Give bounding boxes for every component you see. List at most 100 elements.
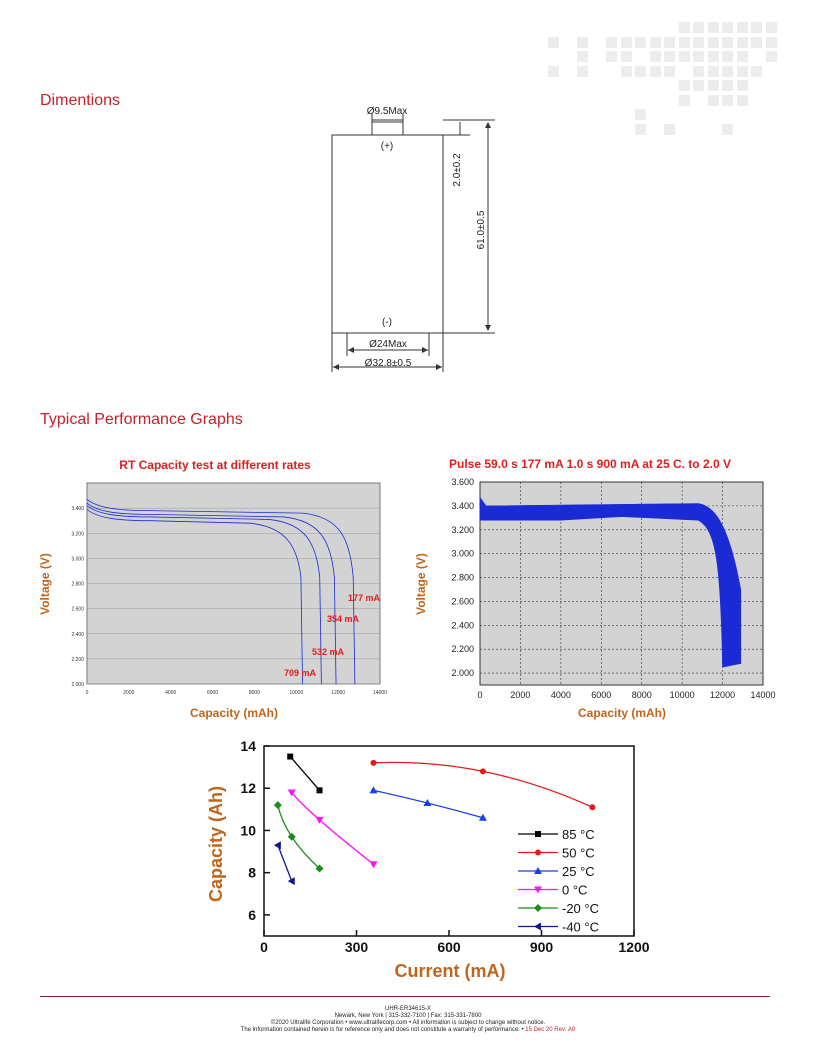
chart1-series-line (86, 502, 337, 685)
bottom-diameter-label: Ø24Max (369, 339, 407, 350)
battery-dimension-drawing: Ø9.5Max (+) (-) 2.0±0.2 61.0±0.5 Ø24Max … (331, 106, 495, 372)
chart2-y-tick: 2.400 (451, 620, 474, 630)
deco-block (722, 22, 733, 33)
deco-block (722, 123, 733, 135)
capacity-vs-current-chart: 6 8 10 12 14 0 300 600 900 1200 85 °C 50 °C 25 °C 0 °… (206, 738, 650, 981)
deco-block (765, 36, 777, 48)
chart1-y-tick: 2.400 (71, 632, 84, 638)
chart3-point (273, 841, 281, 850)
deco-block (693, 51, 704, 62)
deco-block (548, 36, 559, 48)
deco-block (548, 65, 559, 77)
chart2-y-tick: 3.200 (451, 525, 474, 535)
deco-block (635, 109, 646, 120)
deco-block (751, 22, 762, 33)
chart3-x-label: Current (mA) (395, 961, 506, 981)
chart1-annotation: 532 mA (312, 647, 345, 657)
chart2-y-tick: 3.000 (451, 549, 474, 559)
chart1-annotation: 354 mA (327, 614, 360, 624)
chart3-point (423, 799, 432, 806)
deco-block (606, 51, 617, 62)
chart2-y-tick: 2.800 (451, 573, 474, 583)
chart3-point (273, 801, 282, 810)
chart3-y-tick: 10 (240, 822, 256, 838)
chart1-x-tick: 4000 (165, 690, 176, 696)
chart3-point (287, 789, 296, 797)
deco-block (620, 36, 632, 48)
deco-block (635, 65, 646, 77)
deco-block (722, 65, 733, 77)
chart3-legend-label: 50 °C (562, 846, 595, 861)
deco-block (693, 36, 704, 48)
deco-block (722, 36, 733, 48)
footer-doc-id: UHR-ER34615-X (384, 1006, 432, 1012)
chart1-series-line (86, 499, 356, 685)
chart3-point (316, 787, 323, 794)
dimensions-heading: Dimentions (40, 92, 121, 109)
deco-block (693, 22, 704, 33)
graphs-heading: Typical Performance Graphs (40, 411, 243, 428)
chart3-point (315, 864, 324, 873)
footer-copyright: ©2020 Ultralife Corporation • www.ultral… (270, 1020, 546, 1026)
footer-disclaimer-text: The information contained herein is for … (240, 1027, 526, 1033)
rt-capacity-chart: RT Capacity test at different rates 2.000… (38, 458, 387, 720)
deco-block (664, 123, 675, 135)
deco-block (751, 65, 762, 77)
footer-disclaimer: The information contained herein is for … (0, 1027, 816, 1034)
chart1-x-label: Capacity (mAh) (190, 706, 278, 720)
chart3-point (287, 877, 295, 886)
deco-block (736, 94, 748, 106)
chart1-y-tick: 2.200 (71, 657, 84, 663)
chart1-x-tick: 12000 (331, 690, 345, 696)
chart2-x-label: Capacity (mAh) (578, 706, 666, 720)
chart1-x-tick: 8000 (249, 690, 260, 696)
deco-block (620, 65, 632, 77)
chart3-point (589, 804, 596, 811)
chart1-title: RT Capacity test at different rates (119, 458, 311, 472)
chart2-title: Pulse 59.0 s 177 mA 1.0 s 900 mA at 25 C… (449, 457, 731, 471)
chart3-point (534, 867, 542, 874)
battery-body-outline (331, 134, 444, 334)
deco-block (577, 65, 588, 77)
chart3-point (535, 831, 541, 837)
deco-block (707, 94, 719, 106)
pulse-chart: Pulse 59.0 s 177 mA 1.0 s 900 mA at 25 C… (414, 457, 776, 720)
chart3-x-tick: 0 (260, 939, 268, 955)
deco-block (678, 51, 690, 62)
chart3-y-tick: 14 (240, 738, 256, 754)
deco-block (707, 36, 719, 48)
deco-block (620, 51, 632, 62)
chart3-series-line (289, 756, 320, 791)
chart3-point (534, 904, 542, 912)
chart3-x-tick: 1200 (618, 939, 649, 955)
deco-block (664, 65, 675, 77)
chart1-x-tick: 10000 (289, 690, 303, 696)
deco-block (736, 36, 748, 48)
chart3-point (535, 849, 541, 856)
chart3-legend-label: -40 °C (562, 920, 599, 935)
chart2-y-tick: 2.000 (451, 668, 474, 678)
chart1-y-tick: 2.600 (71, 607, 84, 613)
deco-block (736, 80, 748, 91)
deco-block (707, 65, 719, 77)
chart3-y-tick: 6 (248, 907, 256, 923)
deco-block (722, 80, 733, 91)
chart3-y-tick: 12 (240, 780, 256, 796)
chart1-x-tick: 2000 (123, 690, 134, 696)
chart3-point (369, 786, 378, 794)
deco-block (649, 51, 661, 62)
deco-block (678, 36, 690, 48)
deco-block (736, 65, 748, 77)
chart1-annotation: 177 mA (348, 593, 381, 603)
deco-block (707, 51, 719, 62)
chart2-x-tick: 10000 (670, 690, 695, 700)
chart2-x-tick: 12000 (710, 690, 735, 700)
chart3-point (370, 759, 377, 766)
chart3-point (287, 832, 296, 841)
chart2-y-label: Voltage (V) (414, 553, 428, 615)
chart1-y-tick: 3.000 (71, 556, 84, 562)
chart3-y-label: Capacity (Ah) (206, 786, 226, 902)
footer-revision: 15 Dec 20 Rev: A0 (525, 1027, 576, 1033)
deco-block (693, 80, 704, 91)
deco-block (722, 51, 733, 62)
